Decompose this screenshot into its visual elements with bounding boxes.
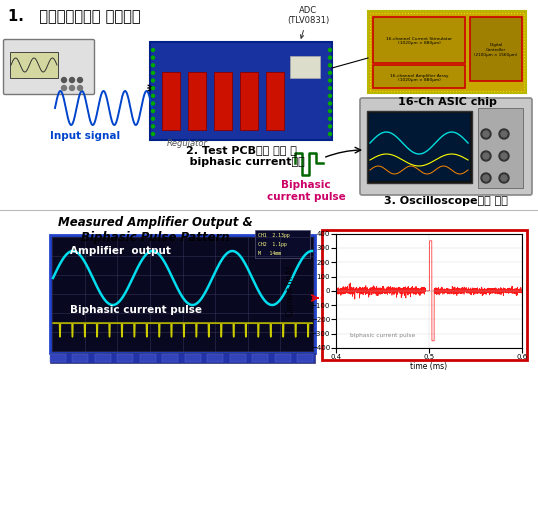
Bar (322, 230, 527, 360)
Y-axis label: Current (mA): Current (mA) (286, 266, 295, 316)
Circle shape (152, 110, 154, 113)
FancyBboxPatch shape (360, 98, 532, 195)
Text: 3. Oscilloscope에서 측정: 3. Oscilloscope에서 측정 (384, 196, 508, 206)
Bar (367, 111, 472, 183)
Bar (52, 237, 313, 351)
Circle shape (152, 72, 154, 74)
Bar (50, 235, 315, 353)
Circle shape (329, 117, 331, 120)
Text: Digital
Controller
(2100μm × 1560μm): Digital Controller (2100μm × 1560μm) (475, 43, 518, 56)
Bar (185, 354, 201, 362)
Circle shape (499, 151, 509, 161)
Circle shape (152, 117, 154, 120)
Bar (478, 108, 523, 188)
Circle shape (501, 131, 507, 137)
Bar (470, 17, 522, 81)
Bar (255, 230, 310, 258)
Circle shape (329, 48, 331, 51)
Bar (266, 72, 284, 130)
Circle shape (152, 102, 154, 105)
Text: Biphasic
current pulse: Biphasic current pulse (267, 180, 345, 202)
Circle shape (329, 94, 331, 98)
Circle shape (152, 94, 154, 98)
Circle shape (69, 85, 74, 90)
Circle shape (499, 173, 509, 183)
Circle shape (329, 72, 331, 74)
Bar (188, 72, 206, 130)
Circle shape (501, 153, 507, 159)
Bar (162, 72, 180, 130)
Circle shape (329, 102, 331, 105)
Text: Biphasic current pulse: Biphasic current pulse (70, 305, 202, 315)
Bar (368, 11, 526, 93)
Circle shape (501, 175, 507, 181)
Circle shape (329, 64, 331, 67)
Circle shape (483, 175, 489, 181)
Bar (117, 354, 133, 362)
Bar (214, 72, 232, 130)
Bar (370, 13, 524, 91)
Bar (73, 354, 88, 362)
Circle shape (152, 56, 154, 59)
Bar (207, 354, 223, 362)
Text: biphasic current pulse: biphasic current pulse (350, 333, 415, 338)
Bar (140, 354, 156, 362)
Circle shape (329, 125, 331, 128)
Bar (50, 353, 315, 363)
Circle shape (483, 153, 489, 159)
Circle shape (481, 151, 491, 161)
X-axis label: time (ms): time (ms) (410, 362, 448, 371)
Circle shape (499, 129, 509, 139)
Text: 16-channel Amplifier Array
(1020μm × 880μm): 16-channel Amplifier Array (1020μm × 880… (390, 74, 448, 82)
Text: 16-channel Current Stimulator
(1020μm × 880μm): 16-channel Current Stimulator (1020μm × … (386, 37, 452, 45)
Circle shape (61, 78, 67, 82)
Text: 2. Test PCB에서 증폭 및
   biphasic current생성: 2. Test PCB에서 증폭 및 biphasic current생성 (178, 145, 305, 167)
Text: ADC
(TLV0831): ADC (TLV0831) (287, 6, 329, 38)
Bar (50, 354, 66, 362)
FancyBboxPatch shape (4, 40, 95, 94)
FancyBboxPatch shape (150, 42, 332, 140)
Bar (297, 354, 313, 362)
Circle shape (481, 173, 491, 183)
Bar (252, 354, 268, 362)
Text: Regulator: Regulator (167, 139, 208, 148)
Circle shape (152, 125, 154, 128)
Circle shape (329, 133, 331, 136)
Text: CH1  2.13pp: CH1 2.13pp (258, 233, 289, 238)
Circle shape (152, 48, 154, 51)
Text: Amplifier  output: Amplifier output (70, 246, 171, 256)
Bar (373, 65, 465, 88)
Circle shape (77, 85, 82, 90)
Bar (369, 113, 470, 181)
Text: Input signal: Input signal (50, 131, 120, 141)
Text: Measured Amplifier Output &
Biphasic Pulse Pattern: Measured Amplifier Output & Biphasic Pul… (58, 216, 252, 244)
Bar (95, 354, 111, 362)
Text: 1.   함수발생기에서 신호생성: 1. 함수발생기에서 신호생성 (8, 8, 140, 23)
Circle shape (483, 131, 489, 137)
Circle shape (329, 87, 331, 90)
Bar (240, 72, 258, 130)
Circle shape (152, 79, 154, 82)
Bar (274, 354, 291, 362)
Text: 16-Ch ASIC chip: 16-Ch ASIC chip (398, 97, 497, 107)
Circle shape (152, 87, 154, 90)
Bar (162, 354, 178, 362)
Bar (230, 354, 246, 362)
Circle shape (481, 129, 491, 139)
Circle shape (77, 78, 82, 82)
Circle shape (61, 85, 67, 90)
Text: M   14mm: M 14mm (258, 251, 281, 256)
Circle shape (329, 110, 331, 113)
Circle shape (329, 79, 331, 82)
Bar (10, 52, 58, 78)
Bar (373, 17, 465, 63)
Bar (290, 56, 320, 78)
Circle shape (69, 78, 74, 82)
Circle shape (152, 133, 154, 136)
Text: CH2  1.1pp: CH2 1.1pp (258, 242, 287, 247)
Circle shape (329, 56, 331, 59)
Circle shape (152, 64, 154, 67)
